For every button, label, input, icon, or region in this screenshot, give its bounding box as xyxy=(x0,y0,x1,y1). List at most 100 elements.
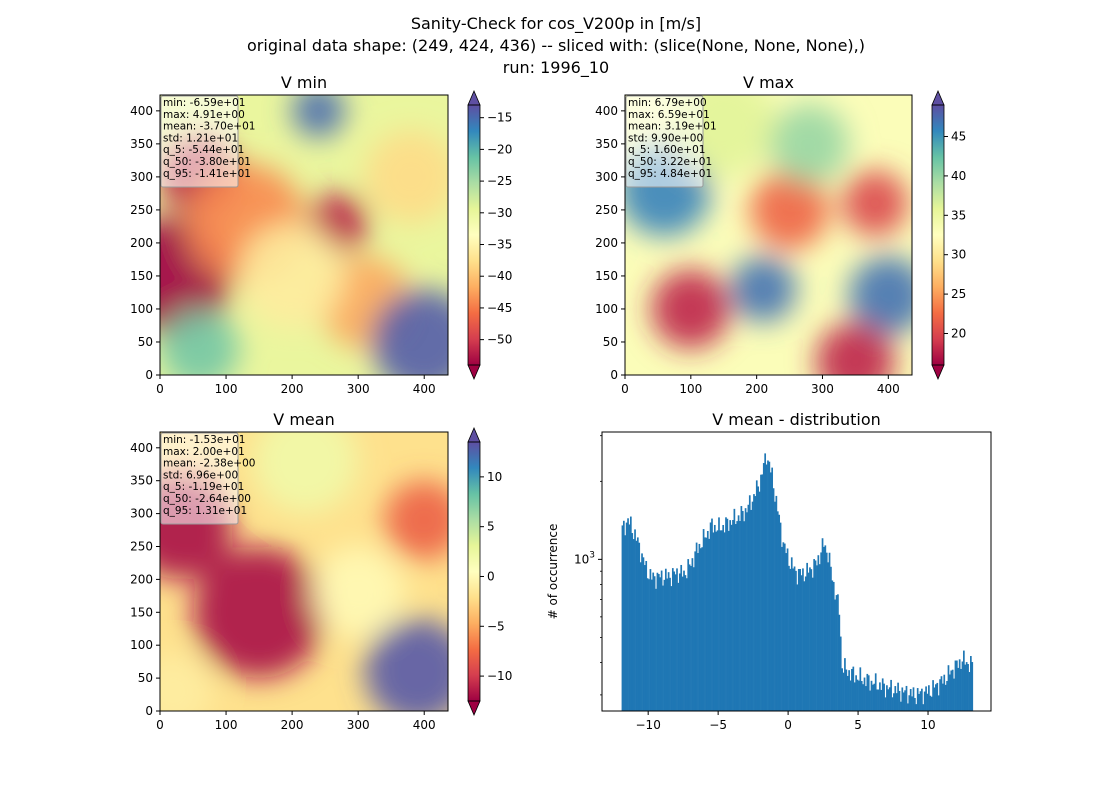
histogram-bar xyxy=(741,510,744,711)
histogram-bar xyxy=(779,522,782,711)
histogram-bar xyxy=(712,532,715,711)
histogram-bar xyxy=(708,538,711,711)
histogram-bar xyxy=(807,572,810,711)
x-tick-label: 100 xyxy=(679,382,702,396)
y-tick-label: 200 xyxy=(595,236,618,250)
histogram-bar xyxy=(662,585,664,711)
histogram-bar xyxy=(802,568,804,711)
histogram-bar xyxy=(800,575,803,711)
histogram-bar xyxy=(816,565,818,711)
histogram-bar xyxy=(789,568,792,711)
histogram-bar xyxy=(719,530,722,711)
x-tick-label: 100 xyxy=(215,718,238,732)
heatmap-blob xyxy=(651,269,731,349)
histogram-bar xyxy=(968,672,971,711)
histogram-bar xyxy=(704,537,706,711)
histogram-bar xyxy=(772,488,775,711)
histogram-bar xyxy=(625,522,628,711)
y-axis-label: # of occurrence xyxy=(546,524,560,620)
histogram-bar xyxy=(747,504,750,711)
histogram-bar xyxy=(965,662,968,711)
histogram-bar xyxy=(881,678,884,711)
y-tick-label: 150 xyxy=(130,605,153,619)
histogram-bar xyxy=(803,581,806,711)
histogram-bar xyxy=(810,569,813,711)
stats-line-std: std: 9.90e+00 xyxy=(628,132,703,144)
stats-line-mean: mean: 3.19e+01 xyxy=(628,121,717,133)
histogram-bar xyxy=(775,495,778,711)
histogram-bar xyxy=(845,669,848,711)
histogram-bar xyxy=(692,567,695,711)
histogram-bar xyxy=(897,682,899,711)
histogram-bar xyxy=(645,561,648,711)
x-tick-label: 200 xyxy=(281,382,304,396)
y-tick-label: 400 xyxy=(130,104,153,118)
histogram-bar xyxy=(842,672,845,711)
histogram-bar xyxy=(639,562,642,711)
histogram-bar xyxy=(729,520,732,711)
histogram-bar xyxy=(852,666,855,711)
histogram-bar xyxy=(702,529,705,711)
histogram-bar xyxy=(848,670,850,711)
x-tick-label: 400 xyxy=(413,382,436,396)
stats-box-bg xyxy=(625,95,704,188)
y-tick-label: 100 xyxy=(130,638,153,652)
plot-frame xyxy=(159,431,449,712)
y-tick-label: 0 xyxy=(610,368,618,382)
histogram-bar xyxy=(671,568,674,711)
histogram-bar xyxy=(849,680,852,711)
histogram-bar xyxy=(698,543,701,711)
stats-line-q-5: q_5: -1.19e+01 xyxy=(163,481,244,493)
histogram-bar xyxy=(695,542,698,711)
histogram-bar xyxy=(659,577,662,711)
histogram-bar xyxy=(858,680,860,711)
stats-line-q-50: q_50: -3.80e+01 xyxy=(163,156,251,168)
histogram-bar xyxy=(820,552,822,711)
histogram-bar xyxy=(706,530,709,711)
stats-line-q-50: q_50: 3.22e+01 xyxy=(628,156,712,168)
histogram-bar xyxy=(725,517,727,711)
histogram-bar xyxy=(865,686,867,711)
histogram-bar xyxy=(631,533,634,711)
histogram-bar xyxy=(730,524,733,711)
histogram-bar xyxy=(837,594,839,711)
histogram-bar xyxy=(622,520,625,711)
histogram-bar xyxy=(925,686,927,711)
histogram-bar xyxy=(916,688,919,711)
histogram-bar xyxy=(653,576,656,711)
histogram-bar xyxy=(893,693,895,711)
histogram-bar xyxy=(914,697,916,711)
histogram-bar xyxy=(792,568,795,711)
histogram-bar xyxy=(641,553,643,711)
y-tick-label: 350 xyxy=(595,137,618,151)
histogram-bar xyxy=(806,562,808,711)
colorbar-frame xyxy=(931,104,945,366)
histogram-bar xyxy=(677,582,680,711)
heatmap-blob xyxy=(292,95,345,138)
colorbar-extend-max xyxy=(931,89,945,106)
y-tick-label: 100 xyxy=(595,302,618,316)
colorbar-tick-label: 35 xyxy=(951,208,966,222)
histogram-bar xyxy=(705,537,708,711)
histogram-bar xyxy=(694,551,697,711)
histogram-bar xyxy=(855,675,857,711)
histogram-bar xyxy=(929,695,932,711)
histogram-bar xyxy=(690,565,692,711)
x-tick-label: −10 xyxy=(636,718,661,732)
x-tick-label: 0 xyxy=(621,382,629,396)
heatmap-blob xyxy=(371,289,448,375)
histogram-bar xyxy=(823,546,825,711)
histogram-bar xyxy=(716,530,719,711)
y-tick-label: 400 xyxy=(595,104,618,118)
histogram-bar xyxy=(683,570,685,711)
histogram-bar xyxy=(796,584,799,711)
histogram-bar xyxy=(667,572,670,711)
histogram-bar xyxy=(646,578,649,711)
histogram-bar xyxy=(760,474,762,711)
histogram-bar xyxy=(956,660,958,711)
histogram-bar xyxy=(656,572,659,711)
colorbar-tick-label: 10 xyxy=(487,470,502,484)
panel-v-min: V min 0 100 200 300 400 0 50 100 150 200 250 300 350 4… xyxy=(130,73,512,396)
histogram-bar xyxy=(844,658,846,711)
